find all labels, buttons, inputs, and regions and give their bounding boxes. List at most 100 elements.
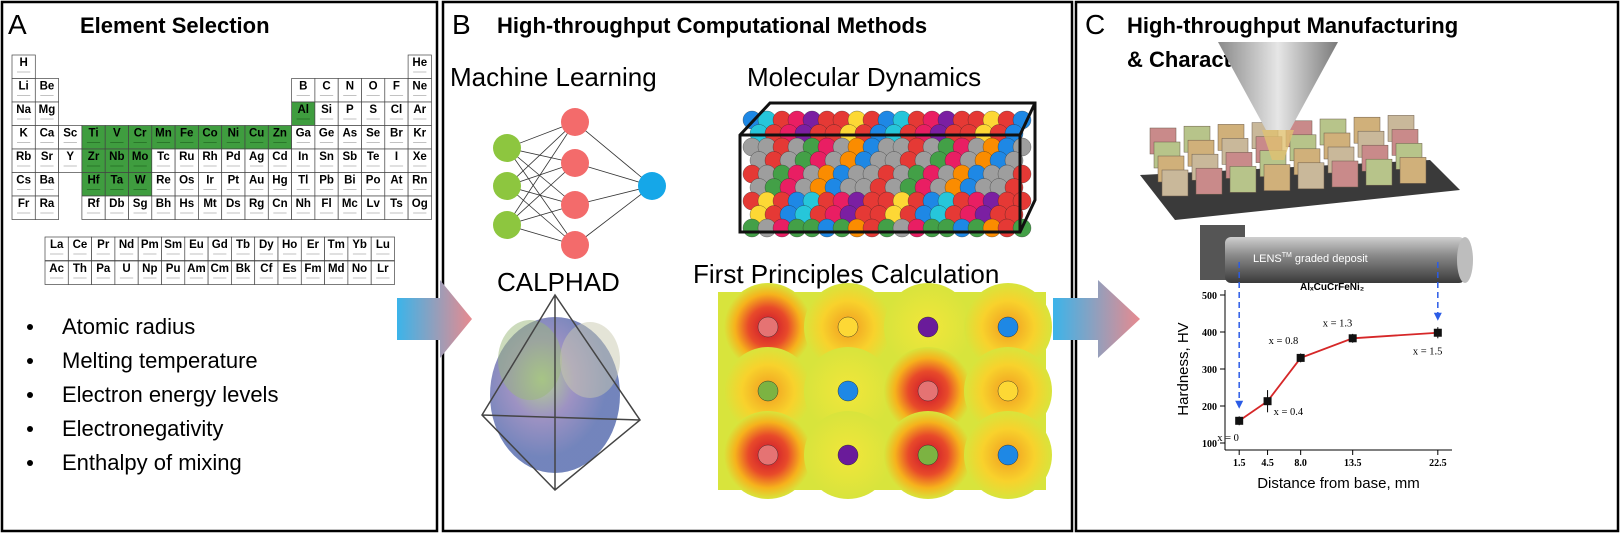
deposit-label-sup: TM xyxy=(1282,252,1292,259)
element-symbol: No xyxy=(352,263,367,275)
element-symbol: Cf xyxy=(260,263,272,275)
element-symbol: Ds xyxy=(226,198,241,210)
fp-atom xyxy=(757,316,779,338)
element-symbol: F xyxy=(393,81,400,93)
deposit-label-text: LENS xyxy=(1253,253,1282,265)
element-symbol: Mc xyxy=(342,198,359,210)
point-label: x = 1.5 xyxy=(1413,347,1443,358)
element-symbol: V xyxy=(113,128,121,140)
md-box xyxy=(738,101,1037,234)
element-cell xyxy=(407,195,432,220)
element-symbol: H xyxy=(19,57,27,69)
element-symbol: Sb xyxy=(342,151,357,163)
element-symbol: Co xyxy=(202,128,217,140)
element-symbol: Rn xyxy=(412,175,427,187)
element-symbol: Pa xyxy=(96,263,111,275)
element-symbol: Lv xyxy=(366,198,380,210)
element-symbol: Hs xyxy=(179,198,194,210)
element-symbol: Rf xyxy=(87,198,99,210)
element-symbol: Fe xyxy=(180,128,193,140)
calphad-diagram xyxy=(481,293,642,492)
md-atom xyxy=(1012,191,1032,211)
guide-arrowhead xyxy=(1235,400,1244,409)
panel-letter: B xyxy=(452,9,471,40)
x-tick-label: 4.5 xyxy=(1261,458,1274,469)
y-tick-label: 300 xyxy=(1202,365,1217,376)
bullet xyxy=(27,460,33,466)
element-symbol: W xyxy=(135,175,146,187)
element-symbol: Hg xyxy=(272,175,287,187)
element-symbol: Cm xyxy=(210,263,229,275)
data-point xyxy=(1348,334,1357,343)
property-item: Atomic radius xyxy=(62,314,195,339)
element-symbol: Ba xyxy=(40,175,55,187)
nn-node xyxy=(493,172,521,200)
element-symbol: Br xyxy=(390,128,403,140)
element-symbol: Fm xyxy=(304,263,321,275)
element-symbol: Bi xyxy=(344,175,356,187)
element-symbol: Ti xyxy=(89,128,99,140)
element-symbol: Se xyxy=(366,128,380,140)
y-tick-label: 200 xyxy=(1202,402,1217,413)
point-label: x = 0.4 xyxy=(1274,407,1304,418)
element-symbol: Te xyxy=(367,151,380,163)
element-symbol: Sn xyxy=(319,151,334,163)
element-symbol: Dy xyxy=(259,239,274,251)
element-symbol: Sc xyxy=(63,128,78,140)
x-tick-label: 1.5 xyxy=(1233,458,1246,469)
element-symbol: Ga xyxy=(296,128,312,140)
element-symbol: Ag xyxy=(249,151,264,163)
element-symbol: Cd xyxy=(272,151,287,163)
element-symbol: Nd xyxy=(119,239,134,251)
property-item: Electronegativity xyxy=(62,416,223,441)
element-symbol: Ac xyxy=(49,263,64,275)
deposit-rod xyxy=(1225,237,1465,283)
element-symbol: Og xyxy=(412,198,428,210)
element-symbol: B xyxy=(299,81,307,93)
method-label: CALPHAD xyxy=(497,267,620,297)
fp-atom xyxy=(757,380,779,402)
sample-block xyxy=(1331,160,1359,188)
element-symbol: Po xyxy=(366,175,381,187)
element-symbol: Mo xyxy=(132,151,149,163)
element-symbol: Rg xyxy=(249,198,264,210)
element-symbol: Rb xyxy=(16,151,31,163)
property-item: Electron energy levels xyxy=(62,382,278,407)
element-symbol: Os xyxy=(179,175,194,187)
fp-atom xyxy=(837,444,859,466)
element-symbol: At xyxy=(390,175,402,187)
element-symbol: K xyxy=(19,128,28,140)
sample-block xyxy=(1263,164,1291,191)
element-symbol: Sg xyxy=(133,198,148,210)
fp-atom xyxy=(917,316,939,338)
sample-block xyxy=(1161,169,1189,197)
element-symbol: Si xyxy=(321,104,332,116)
element-symbol: Ce xyxy=(73,239,88,251)
element-symbol: Tl xyxy=(298,175,308,187)
element-symbol: Cr xyxy=(134,128,147,140)
phase-blob xyxy=(498,320,562,400)
element-symbol: Be xyxy=(40,81,55,93)
element-symbol: N xyxy=(346,81,354,93)
data-point xyxy=(1433,328,1442,337)
element-symbol: Cs xyxy=(16,175,31,187)
element-symbol: Y xyxy=(66,151,74,163)
property-item: Enthalpy of mixing xyxy=(62,450,242,475)
panel-letter: C xyxy=(1085,9,1105,40)
element-symbol: Nh xyxy=(296,198,311,210)
element-symbol: Kr xyxy=(413,128,426,140)
element-symbol: Al xyxy=(298,104,310,116)
sample-block xyxy=(1195,167,1223,195)
element-symbol: Ta xyxy=(111,175,124,187)
guide-arrowhead xyxy=(1433,312,1442,321)
panel-letter: A xyxy=(8,9,27,40)
element-symbol: Rh xyxy=(202,151,217,163)
bullet xyxy=(27,426,33,432)
element-symbol: Lu xyxy=(376,239,390,251)
sample-block xyxy=(1399,157,1427,184)
element-symbol: Re xyxy=(156,175,171,187)
nn-edge xyxy=(574,185,653,246)
rod-end xyxy=(1457,237,1473,283)
element-symbol: Pt xyxy=(228,175,240,187)
x-tick-label: 8.0 xyxy=(1294,458,1307,469)
